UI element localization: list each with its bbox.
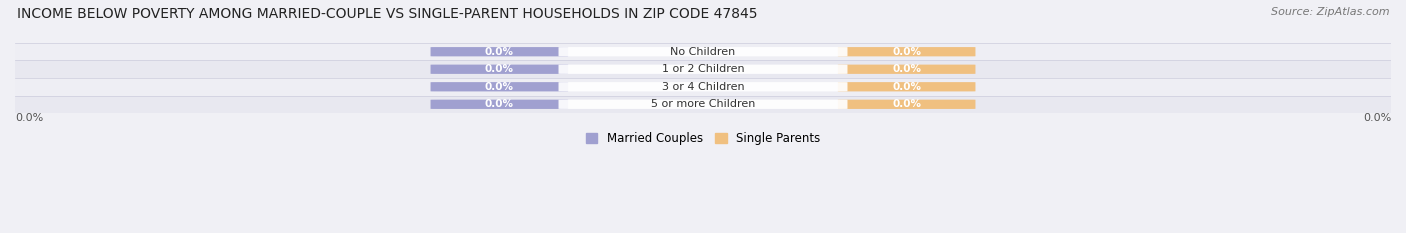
- Text: 0.0%: 0.0%: [893, 82, 921, 92]
- Text: 1 or 2 Children: 1 or 2 Children: [662, 64, 744, 74]
- FancyBboxPatch shape: [838, 65, 976, 74]
- Text: 0.0%: 0.0%: [485, 99, 513, 109]
- Text: 3 or 4 Children: 3 or 4 Children: [662, 82, 744, 92]
- Text: 0.0%: 0.0%: [15, 113, 44, 123]
- Text: INCOME BELOW POVERTY AMONG MARRIED-COUPLE VS SINGLE-PARENT HOUSEHOLDS IN ZIP COD: INCOME BELOW POVERTY AMONG MARRIED-COUPL…: [17, 7, 758, 21]
- Text: 0.0%: 0.0%: [485, 82, 513, 92]
- FancyBboxPatch shape: [558, 47, 848, 56]
- FancyBboxPatch shape: [838, 100, 976, 109]
- FancyBboxPatch shape: [430, 82, 568, 91]
- Text: No Children: No Children: [671, 47, 735, 57]
- Bar: [15, 43, 1391, 61]
- Text: 0.0%: 0.0%: [893, 64, 921, 74]
- Bar: [15, 61, 1391, 78]
- Bar: [15, 96, 1391, 113]
- Bar: [15, 78, 1391, 96]
- Text: 0.0%: 0.0%: [1362, 113, 1391, 123]
- Text: Source: ZipAtlas.com: Source: ZipAtlas.com: [1271, 7, 1389, 17]
- Text: 0.0%: 0.0%: [893, 47, 921, 57]
- FancyBboxPatch shape: [838, 82, 976, 91]
- Text: 5 or more Children: 5 or more Children: [651, 99, 755, 109]
- Text: 0.0%: 0.0%: [485, 64, 513, 74]
- FancyBboxPatch shape: [558, 65, 848, 74]
- FancyBboxPatch shape: [430, 65, 568, 74]
- FancyBboxPatch shape: [430, 100, 568, 109]
- FancyBboxPatch shape: [558, 82, 848, 91]
- FancyBboxPatch shape: [558, 100, 848, 109]
- Text: 0.0%: 0.0%: [485, 47, 513, 57]
- Text: 0.0%: 0.0%: [893, 99, 921, 109]
- FancyBboxPatch shape: [838, 47, 976, 56]
- Legend: Married Couples, Single Parents: Married Couples, Single Parents: [581, 127, 825, 150]
- FancyBboxPatch shape: [430, 47, 568, 56]
